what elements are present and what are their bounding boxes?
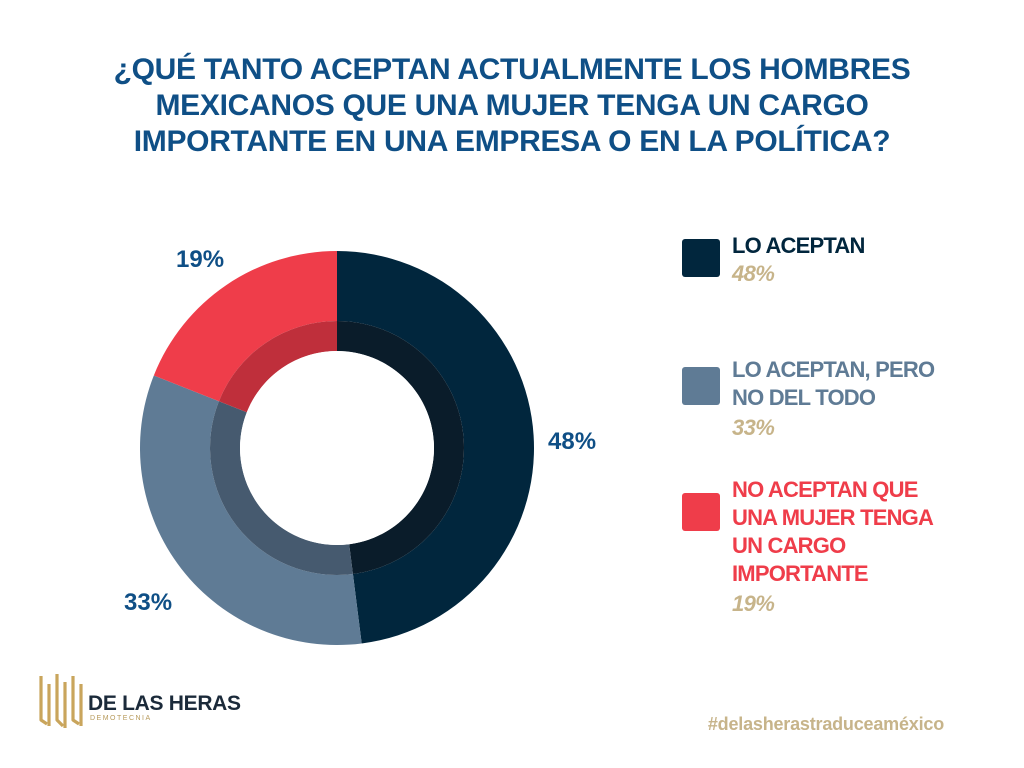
donut-slice-2 (153, 251, 337, 402)
donut-hole (240, 351, 434, 545)
legend-percent: 48% (732, 261, 775, 286)
title-line: IMPORTANTE EN UNA EMPRESA O EN LA POLÍTI… (133, 125, 891, 158)
logo-name: DE LAS HERAS (88, 692, 241, 715)
legend-swatch (682, 239, 720, 277)
logo-subtitle: DEMOTECNIA (90, 715, 152, 722)
donut-slice-0 (337, 251, 534, 644)
legend-swatch (682, 367, 720, 405)
columns-logo-icon (39, 674, 83, 728)
slice-label-19: 19% (176, 246, 225, 273)
donut-slice-1 (140, 375, 362, 646)
legend-swatch (682, 493, 720, 531)
legend-label: NO ACEPTAN QUE UNA MUJER TENGA UN CARGO … (732, 477, 934, 586)
legend-percent: 33% (732, 415, 775, 440)
donut-slice-inner-0 (337, 321, 465, 574)
title-line: MEXICANOS QUE UNA MUJER TENGA UN CARGO (155, 89, 869, 122)
page-title: ¿QUÉ TANTO ACEPTAN ACTUALMENTE LOS HOMBR… (60, 52, 964, 160)
hashtag: #delasherastraduceaméxico (707, 714, 944, 734)
brand-logo: DE LAS HERAS DEMOTECNIA (38, 670, 268, 730)
slice-label-48: 48% (548, 428, 597, 455)
donut-slice-inner-1 (209, 401, 353, 575)
donut-slice-inner-2 (218, 321, 337, 413)
legend-percent: 19% (732, 591, 775, 616)
legend-label: LO ACEPTAN (732, 233, 865, 258)
title-line: ¿QUÉ TANTO ACEPTAN ACTUALMENTE LOS HOMBR… (113, 53, 911, 86)
slice-label-33: 33% (124, 589, 173, 616)
legend-label: LO ACEPTAN, PERO NO DEL TODO (732, 357, 935, 410)
